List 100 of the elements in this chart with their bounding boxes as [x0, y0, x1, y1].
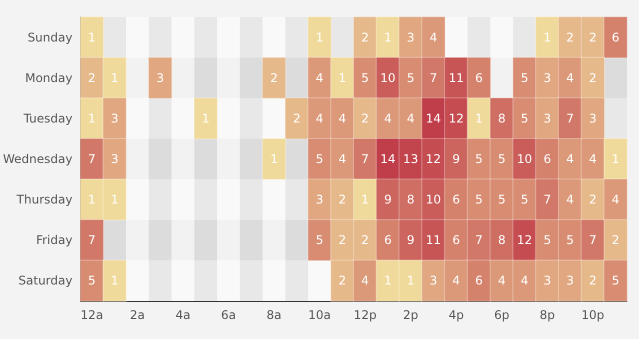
y-tick-label: Friday: [36, 233, 72, 248]
data-label: 12: [516, 233, 532, 248]
data-label: 1: [88, 111, 96, 126]
x-tick-label: 4p: [448, 308, 464, 322]
x-tick-label: 8a: [266, 308, 282, 322]
data-label: 4: [361, 274, 369, 288]
data-label: 12: [448, 111, 464, 126]
data-label: 2: [589, 192, 597, 207]
data-label: 5: [566, 233, 574, 248]
data-label: 2: [612, 233, 620, 248]
data-label: 2: [589, 274, 597, 288]
data-label: 9: [384, 192, 392, 207]
data-label: 3: [110, 111, 118, 126]
data-label: 7: [566, 111, 574, 126]
data-label: 1: [88, 30, 96, 44]
data-label: 4: [566, 192, 574, 207]
data-label: 3: [589, 111, 597, 126]
data-label: 7: [430, 70, 438, 85]
data-label: 1: [316, 30, 324, 44]
data-label: 2: [292, 111, 301, 126]
data-label: 7: [88, 152, 96, 166]
data-label: 2: [88, 70, 96, 85]
data-label: 1: [110, 274, 118, 288]
data-label: 5: [498, 152, 506, 166]
data-label: 3: [156, 70, 164, 85]
data-label: 3: [316, 192, 324, 207]
x-tick-label: 8p: [540, 308, 555, 322]
data-label: 1: [384, 30, 392, 44]
data-label: 4: [612, 192, 620, 207]
y-tick-label: Saturday: [18, 274, 72, 288]
data-label: 12: [426, 152, 442, 166]
data-label: 5: [316, 233, 324, 248]
data-label: 5: [520, 70, 528, 85]
data-label: 1: [475, 111, 483, 126]
x-tick-label: 10a: [308, 308, 331, 322]
data-label: 7: [589, 233, 597, 248]
data-label: 9: [452, 152, 460, 166]
data-label: 2: [589, 30, 597, 44]
data-label: 14: [426, 111, 442, 126]
data-label: 7: [361, 152, 369, 166]
data-label: 3: [406, 30, 414, 44]
data-label: 14: [380, 152, 396, 166]
data-label: 10: [426, 192, 442, 207]
data-label: 2: [589, 70, 597, 85]
data-label: 1: [406, 274, 414, 288]
data-label: 2: [338, 274, 346, 288]
data-label: 3: [543, 274, 552, 288]
x-tick-label: 6p: [494, 308, 510, 322]
data-label: 4: [430, 30, 438, 44]
data-label: 7: [88, 233, 96, 248]
data-label: 4: [338, 111, 346, 126]
x-tick-label: 12p: [354, 308, 377, 322]
data-label: 6: [452, 233, 460, 248]
data-label: 5: [316, 152, 324, 166]
x-tick-label: 2a: [130, 308, 145, 322]
data-label: 2: [338, 192, 346, 207]
data-label: 1: [384, 274, 392, 288]
y-tick-label: Tuesday: [22, 111, 72, 126]
data-label: 6: [543, 152, 552, 166]
data-label: 5: [88, 274, 96, 288]
data-label: 3: [110, 152, 118, 166]
data-label: 10: [380, 70, 396, 85]
data-label: 1: [110, 192, 118, 207]
data-label: 7: [543, 192, 552, 207]
data-label: 4: [452, 274, 460, 288]
data-label: 8: [498, 111, 506, 126]
data-label: 5: [475, 192, 483, 207]
data-label: 2: [270, 70, 278, 85]
data-label: 10: [516, 152, 532, 166]
data-label: 5: [612, 274, 620, 288]
y-tick-label: Monday: [25, 70, 72, 85]
data-label: 9: [406, 233, 414, 248]
data-label: 4: [566, 152, 574, 166]
data-label: 4: [589, 152, 597, 166]
data-label: 5: [361, 70, 369, 85]
data-label: 4: [520, 274, 528, 288]
data-label: 3: [543, 111, 552, 126]
y-tick-label: Sunday: [28, 30, 72, 44]
data-label: 6: [475, 274, 483, 288]
data-label: 1: [612, 152, 620, 166]
data-label: 6: [452, 192, 460, 207]
data-label: 6: [612, 30, 620, 44]
data-label: 5: [520, 192, 528, 207]
data-label: 1: [270, 152, 278, 166]
data-label: 8: [498, 233, 506, 248]
x-tick-label: 6a: [220, 308, 236, 322]
data-label: 6: [475, 70, 483, 85]
data-label: 4: [498, 274, 506, 288]
y-tick-label: Thursday: [16, 192, 72, 207]
data-label: 7: [475, 233, 483, 248]
data-label: 5: [406, 70, 414, 85]
data-label: 5: [498, 192, 506, 207]
data-label: 2: [338, 233, 346, 248]
data-label: 4: [566, 70, 574, 85]
data-label: 5: [475, 152, 483, 166]
x-tick-label: 10p: [581, 308, 604, 322]
data-label: 4: [384, 111, 392, 126]
x-tick-label: 12a: [80, 308, 104, 322]
data-label: 6: [384, 233, 392, 248]
y-tick-label: Wednesday: [2, 152, 72, 166]
